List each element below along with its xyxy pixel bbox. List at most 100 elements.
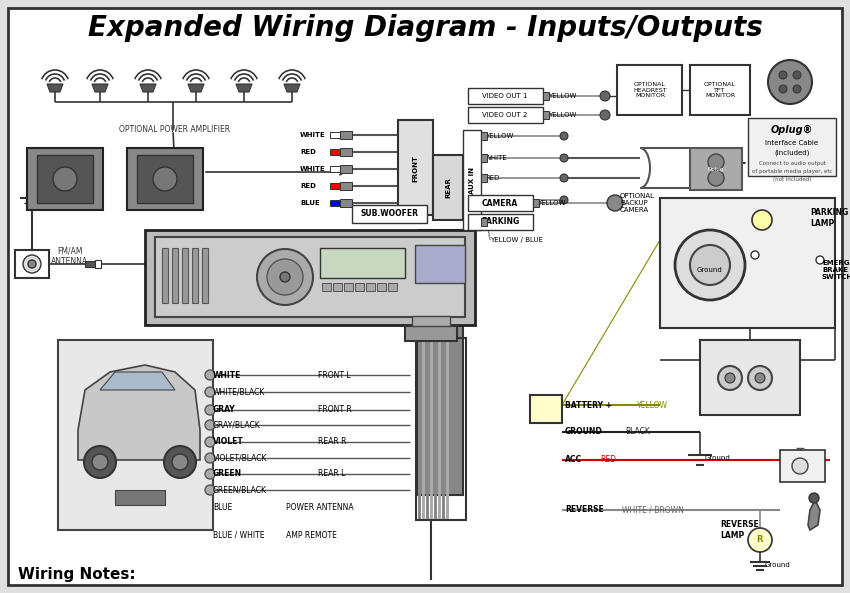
Text: GRAY/BLACK: GRAY/BLACK	[213, 420, 261, 429]
Bar	[481, 132, 487, 140]
Text: WHITE: WHITE	[300, 166, 326, 172]
Bar	[330, 149, 340, 155]
Circle shape	[280, 272, 290, 282]
Bar	[145, 230, 475, 325]
Text: PARKING
LAMP: PARKING LAMP	[810, 208, 848, 228]
Bar	[340, 131, 352, 139]
Bar	[446, 340, 449, 520]
Circle shape	[751, 251, 759, 259]
Text: FM/AM
ANTENNA: FM/AM ANTENNA	[52, 246, 88, 266]
Bar	[438, 340, 441, 520]
Bar	[155, 237, 465, 317]
Text: WHITE: WHITE	[213, 371, 241, 380]
Text: Ground: Ground	[765, 562, 790, 568]
Bar	[468, 107, 543, 123]
Text: POWER ANTENNA: POWER ANTENNA	[286, 503, 354, 512]
Polygon shape	[92, 84, 108, 92]
Circle shape	[768, 60, 812, 104]
Circle shape	[793, 71, 801, 79]
Circle shape	[205, 405, 215, 415]
Bar	[398, 120, 433, 215]
Circle shape	[205, 485, 215, 495]
Text: REVERSE: REVERSE	[565, 505, 604, 515]
Text: YELLOW / BLUE: YELLOW / BLUE	[490, 237, 543, 243]
Bar	[412, 316, 450, 326]
Text: EMERGENCY
BRAKE
SWITCH: EMERGENCY BRAKE SWITCH	[822, 260, 850, 280]
Text: VIDEO OUT 1: VIDEO OUT 1	[482, 93, 528, 99]
Circle shape	[164, 446, 196, 478]
Bar	[530, 395, 562, 423]
Circle shape	[205, 453, 215, 463]
Circle shape	[267, 259, 303, 295]
Text: YELLOW: YELLOW	[485, 197, 513, 203]
Circle shape	[748, 366, 772, 390]
Circle shape	[205, 437, 215, 447]
Bar	[322, 283, 331, 291]
Circle shape	[600, 110, 610, 120]
Text: BATTERY +: BATTERY +	[565, 400, 612, 410]
Bar	[617, 65, 682, 115]
Polygon shape	[47, 84, 63, 92]
Bar	[463, 130, 481, 230]
Circle shape	[205, 469, 215, 479]
Bar	[415, 245, 465, 283]
Text: YELLOW: YELLOW	[548, 112, 576, 118]
Text: Oplug: Oplug	[708, 167, 724, 173]
Circle shape	[92, 454, 108, 470]
Bar	[37, 155, 93, 203]
Text: RED: RED	[600, 455, 616, 464]
Text: GREEN/BLACK: GREEN/BLACK	[213, 486, 267, 495]
Bar	[690, 148, 742, 190]
Bar	[468, 195, 533, 211]
Text: REAR R: REAR R	[318, 438, 347, 447]
Circle shape	[23, 255, 41, 273]
Text: WHITE / BROWN: WHITE / BROWN	[622, 505, 684, 515]
Polygon shape	[188, 84, 204, 92]
Text: FUSE: FUSE	[536, 400, 556, 406]
Text: YELLOW: YELLOW	[537, 200, 565, 206]
Circle shape	[779, 71, 787, 79]
Text: GRAY: GRAY	[213, 406, 235, 415]
Bar	[481, 154, 487, 162]
Circle shape	[560, 154, 568, 162]
Polygon shape	[78, 365, 200, 460]
Circle shape	[84, 446, 116, 478]
Text: WHITE: WHITE	[300, 132, 326, 138]
Bar	[202, 248, 208, 303]
Circle shape	[607, 195, 623, 211]
Text: CAMERA: CAMERA	[482, 199, 518, 208]
Circle shape	[600, 91, 610, 101]
Bar	[330, 132, 340, 138]
Text: REVERSE
LAMP: REVERSE LAMP	[720, 520, 759, 540]
Bar	[405, 326, 457, 341]
Text: Connect to audio output: Connect to audio output	[758, 161, 825, 167]
Bar	[27, 148, 103, 210]
Text: BLUE: BLUE	[213, 503, 232, 512]
Bar	[137, 155, 193, 203]
Bar	[352, 205, 427, 223]
Bar	[700, 340, 800, 415]
Bar	[426, 340, 429, 520]
Text: BLACK: BLACK	[625, 428, 650, 436]
Circle shape	[752, 210, 772, 230]
Bar	[85, 261, 95, 267]
Bar	[416, 338, 466, 520]
Bar	[172, 248, 178, 303]
Bar	[481, 196, 487, 204]
Bar	[182, 248, 188, 303]
Text: RED: RED	[300, 149, 316, 155]
Bar	[422, 340, 425, 520]
Text: WHITE: WHITE	[485, 155, 507, 161]
Text: AMP REMOTE: AMP REMOTE	[286, 531, 337, 540]
Bar	[320, 248, 405, 278]
Bar	[192, 248, 198, 303]
Polygon shape	[140, 84, 156, 92]
Text: ACC: ACC	[565, 455, 582, 464]
Bar	[330, 166, 340, 172]
Circle shape	[690, 245, 730, 285]
Bar	[433, 155, 463, 220]
Text: VIOLET: VIOLET	[213, 438, 244, 447]
Text: OPTIONAL POWER AMPLIFIER: OPTIONAL POWER AMPLIFIER	[120, 126, 230, 135]
Text: SUB.WOOFER: SUB.WOOFER	[361, 209, 419, 218]
Text: FRONT: FRONT	[412, 155, 418, 181]
